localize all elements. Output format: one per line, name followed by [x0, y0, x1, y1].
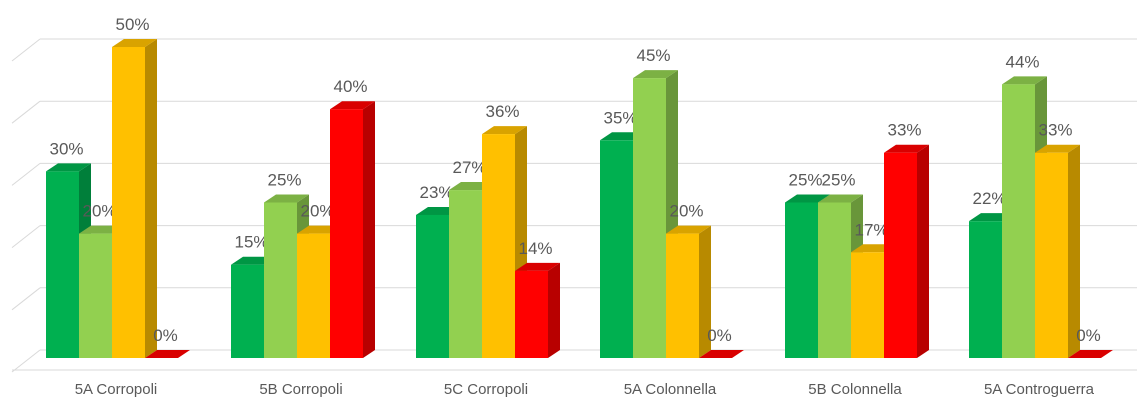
gridline-slant	[11, 163, 41, 186]
bar-top	[112, 39, 157, 47]
bar-top	[699, 350, 744, 358]
data-label: 27%	[452, 158, 486, 177]
data-label: 22%	[972, 189, 1006, 208]
gridline-slant	[11, 100, 41, 124]
bar	[666, 233, 699, 358]
bar-side	[699, 225, 711, 358]
bar-side	[548, 262, 560, 358]
data-label: 50%	[115, 15, 149, 34]
bar-top	[666, 225, 711, 234]
x-tick-label: 5A Controguerra	[984, 381, 1095, 398]
bar	[297, 233, 330, 358]
bar-side	[1068, 144, 1080, 358]
x-tick-label: 5C Corropoli	[444, 381, 528, 398]
bar-top	[515, 262, 560, 271]
data-label: 33%	[1038, 121, 1072, 140]
bar	[330, 109, 363, 358]
bar-top	[1068, 350, 1113, 358]
bar	[112, 47, 145, 358]
data-label: 23%	[419, 183, 453, 202]
bar	[231, 264, 264, 358]
data-label: 0%	[707, 326, 732, 345]
data-label: 35%	[603, 108, 637, 127]
data-label: 14%	[518, 239, 552, 258]
data-label: 33%	[887, 121, 921, 140]
gridline-slant	[11, 38, 41, 62]
bar	[600, 140, 633, 358]
bar-side	[363, 101, 375, 358]
bar	[969, 221, 1002, 358]
bar	[1035, 152, 1068, 358]
bar-top	[785, 194, 830, 203]
gridline-slant	[11, 287, 41, 311]
data-label: 25%	[821, 171, 855, 190]
bar	[633, 78, 666, 358]
x-tick-label: 5B Corropoli	[259, 381, 342, 398]
bar	[884, 152, 917, 358]
bar-side	[145, 39, 157, 358]
bar-top	[1002, 76, 1047, 85]
data-label: 30%	[49, 139, 83, 158]
data-label: 20%	[300, 202, 334, 221]
bar	[515, 270, 548, 358]
bar	[818, 202, 851, 358]
bar-top	[145, 350, 190, 358]
data-label: 25%	[267, 171, 301, 190]
bar-top	[264, 194, 309, 203]
bar	[46, 171, 79, 358]
data-label: 15%	[234, 233, 268, 252]
data-label: 25%	[788, 171, 822, 190]
x-tick-label: 5A Colonnella	[624, 381, 717, 398]
bar-top	[818, 194, 863, 203]
data-label: 17%	[854, 220, 888, 239]
bar	[416, 214, 449, 358]
data-label: 44%	[1005, 52, 1039, 71]
bar-top	[482, 126, 527, 135]
bar-top	[330, 101, 375, 110]
bar	[449, 190, 482, 358]
data-label: 20%	[669, 202, 703, 221]
x-tick-label: 5A Corropoli	[75, 381, 158, 398]
bar-top	[884, 144, 929, 153]
data-label: 0%	[1076, 326, 1101, 345]
gridline-slant	[11, 225, 41, 248]
bar-top	[46, 163, 91, 172]
data-label: 45%	[636, 46, 670, 65]
data-label: 36%	[485, 102, 519, 121]
bar-top	[633, 70, 678, 79]
bar-top	[1035, 144, 1080, 153]
bar	[264, 202, 297, 358]
bar	[1002, 84, 1035, 358]
bar	[482, 134, 515, 358]
bar	[851, 252, 884, 358]
x-tick-label: 5B Colonnella	[808, 381, 902, 398]
bar-side	[917, 144, 929, 358]
bar	[79, 233, 112, 358]
data-label: 0%	[153, 326, 178, 345]
data-label: 40%	[333, 77, 367, 96]
gridline-slant	[11, 349, 41, 373]
data-label: 20%	[82, 202, 116, 221]
bar	[785, 202, 818, 358]
